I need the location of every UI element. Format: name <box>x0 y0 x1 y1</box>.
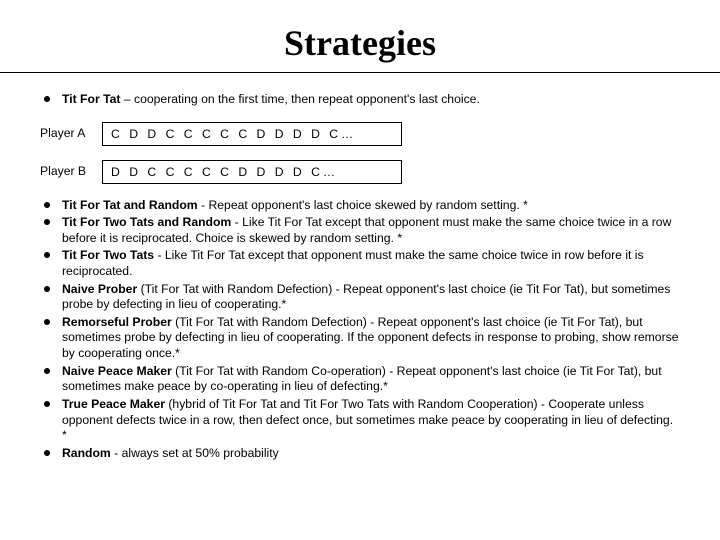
strategy-list: Tit For Tat and Random - Repeat opponent… <box>40 198 680 462</box>
player-b-sequence: D D C C C C C D D D D C… <box>102 160 402 184</box>
strategy-name: Tit For Tat and Random <box>62 198 198 212</box>
title-underline <box>0 72 720 74</box>
strategy-paren: (hybrid of Tit For Tat and Tit For Two T… <box>165 397 538 411</box>
intro-desc: – cooperating on the first time, then re… <box>120 92 479 106</box>
bullet-strategy: Random - always set at 50% probability <box>40 446 680 462</box>
bullet-strategy: True Peace Maker (hybrid of Tit For Tat … <box>40 397 680 444</box>
strategy-paren: (Tit For Tat with Random Defection) <box>172 315 367 329</box>
strategy-name: True Peace Maker <box>62 397 165 411</box>
strategy-desc: - always set at 50% probability <box>111 446 279 460</box>
player-b-label: Player B <box>40 160 102 184</box>
strategy-name: Tit For Two Tats <box>62 248 154 262</box>
bullet-strategy: Tit For Tat and Random - Repeat opponent… <box>40 198 680 214</box>
player-a-row: Player A C D D C C C C C D D D D C… <box>40 122 680 146</box>
bullet-intro: Tit For Tat – cooperating on the first t… <box>40 92 680 108</box>
strategy-paren: (Tit For Tat with Random Defection) <box>137 282 332 296</box>
strategy-name: Random <box>62 446 111 460</box>
strategy-paren: (Tit For Tat with Random Co-operation) <box>172 364 386 378</box>
player-sequences: Player A C D D C C C C C D D D D C… Play… <box>40 122 680 184</box>
player-a-label: Player A <box>40 122 102 146</box>
bullet-strategy: Tit For Two Tats and Random - Like Tit F… <box>40 215 680 246</box>
bullet-strategy: Tit For Two Tats - Like Tit For Tat exce… <box>40 248 680 279</box>
strategy-name: Tit For Two Tats and Random <box>62 215 231 229</box>
bullet-strategy: Remorseful Prober (Tit For Tat with Rand… <box>40 315 680 362</box>
bullet-strategy: Naive Peace Maker (Tit For Tat with Rand… <box>40 364 680 395</box>
bullet-strategy: Naive Prober (Tit For Tat with Random De… <box>40 282 680 313</box>
intro-name: Tit For Tat <box>62 92 120 106</box>
slide-content: Tit For Tat – cooperating on the first t… <box>0 74 720 461</box>
strategy-name: Naive Prober <box>62 282 137 296</box>
strategy-desc: - Repeat opponent's last choice skewed b… <box>198 198 528 212</box>
player-b-row: Player B D D C C C C C D D D D C… <box>40 160 680 184</box>
slide-title: Strategies <box>0 0 720 72</box>
strategy-name: Naive Peace Maker <box>62 364 172 378</box>
strategy-name: Remorseful Prober <box>62 315 172 329</box>
player-a-sequence: C D D C C C C C D D D D C… <box>102 122 402 146</box>
